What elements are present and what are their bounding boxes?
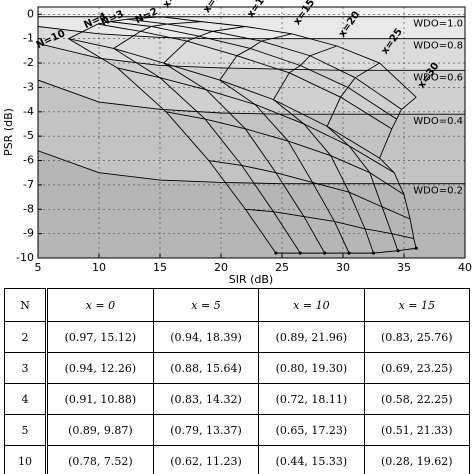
x-curve bbox=[272, 45, 374, 254]
wdo-curve bbox=[38, 150, 465, 185]
table-cell: 2 bbox=[4, 321, 48, 353]
plot-frame bbox=[37, 6, 466, 259]
table-cell: (0.69, 23.25) bbox=[363, 352, 471, 384]
wdo-label: WDO=1.0 bbox=[413, 19, 463, 30]
end-dot bbox=[274, 251, 278, 255]
y-tick-label: -6 bbox=[23, 154, 34, 167]
x-tick-label: 25 bbox=[275, 261, 289, 274]
wdo-curve bbox=[38, 79, 465, 115]
x-tick-label: 20 bbox=[214, 261, 228, 274]
y-tick-label: 0 bbox=[27, 7, 34, 20]
x-curve bbox=[219, 33, 350, 254]
table-cell: (0.79, 13.37) bbox=[152, 414, 260, 446]
wdo-label: WDO=0.6 bbox=[413, 72, 463, 83]
y-axis-title: PSR (dB) bbox=[2, 108, 15, 156]
table-row: 5 (0.89, 9.87) (0.79, 13.37) (0.65, 17.23)(… bbox=[4, 414, 471, 446]
table-cell: (0.83, 25.76) bbox=[363, 321, 471, 353]
table-cell: (0.89, 21.96) bbox=[258, 321, 365, 353]
table-cell: (0.44, 15.33) bbox=[258, 445, 365, 474]
y-tick-label: -3 bbox=[23, 80, 34, 93]
x-tick-label: 30 bbox=[336, 261, 350, 274]
table-row: 2 (0.97, 15.12) (0.94, 18.39) (0.89, 21.96)… bbox=[4, 321, 471, 353]
table-cell: (0.91, 10.88) bbox=[46, 383, 154, 415]
table-cell: (0.94, 18.39) bbox=[152, 321, 260, 353]
x-tick-label: 15 bbox=[153, 261, 167, 274]
wdo-curve bbox=[38, 43, 465, 71]
x-tick-label: 10 bbox=[92, 261, 106, 274]
table-cell: (0.58, 22.25) bbox=[363, 383, 471, 415]
x-curve bbox=[67, 16, 277, 254]
x-tick-label: 5 bbox=[35, 261, 42, 274]
table-row: 3 (0.94, 12.26) (0.88, 15.64) (0.80, 19.30)… bbox=[4, 352, 471, 384]
x-axis-title: SIR (dB) bbox=[229, 273, 273, 286]
table-cell: (0.65, 17.23) bbox=[258, 414, 365, 446]
x-tick-label: 35 bbox=[397, 261, 411, 274]
y-tick-label: -7 bbox=[23, 178, 34, 191]
end-dot bbox=[396, 249, 400, 253]
wdo-label: WDO=0.2 bbox=[413, 186, 463, 197]
header-cell: N bbox=[4, 288, 48, 322]
table-cell: 5 bbox=[4, 414, 48, 446]
wdo-label: WDO=0.8 bbox=[413, 41, 463, 52]
y-tick-label: -5 bbox=[23, 129, 34, 142]
header-cell: x = 5 bbox=[152, 288, 260, 322]
header-cell: x = 15 bbox=[363, 288, 471, 322]
end-dot bbox=[298, 251, 302, 255]
x-curve bbox=[326, 62, 399, 251]
header-cell: x = 10 bbox=[258, 288, 365, 322]
x-curve bbox=[379, 96, 417, 249]
table-cell: 4 bbox=[4, 383, 48, 415]
end-dot bbox=[371, 251, 376, 255]
x-curve bbox=[112, 21, 301, 254]
y-tick-label: -10 bbox=[16, 251, 34, 264]
x-curve bbox=[162, 26, 326, 254]
table-cell: (0.72, 18.11) bbox=[258, 383, 365, 415]
table-cell: (0.51, 21.33) bbox=[363, 414, 471, 446]
plot-area bbox=[38, 7, 465, 258]
table-cell: (0.89, 9.87) bbox=[46, 414, 154, 446]
y-tick-label: -4 bbox=[23, 105, 34, 118]
table-cell: (0.62, 11.23) bbox=[152, 445, 260, 474]
wdo-band bbox=[38, 150, 465, 258]
y-tick-label: -2 bbox=[23, 56, 34, 69]
wdo-curve bbox=[38, 26, 465, 40]
y-tick-label: -1 bbox=[23, 32, 34, 45]
chart: SIR (dB) PSR (dB) WDO=1.0 WDO=0.8 WDO=0.6 W… bbox=[2, 0, 472, 286]
table-cell: 3 bbox=[4, 352, 48, 384]
table-cell: (0.97, 15.12) bbox=[46, 321, 154, 353]
table-cell: (0.28, 19.62) bbox=[363, 445, 471, 474]
table-cell: (0.80, 19.30) bbox=[258, 352, 365, 384]
y-tick-label: -8 bbox=[23, 202, 34, 215]
table-cell: (0.94, 12.26) bbox=[46, 352, 154, 384]
x-label: x=0 bbox=[161, 0, 183, 10]
table-cell: (0.83, 14.32) bbox=[152, 383, 260, 415]
end-dot bbox=[347, 251, 351, 255]
wdo-label: WDO=0.4 bbox=[413, 116, 463, 127]
table-row: 4 (0.91, 10.88) (0.83, 14.32) (0.72, 18.11)… bbox=[4, 383, 471, 415]
end-dot bbox=[323, 251, 327, 255]
table-cell: (0.88, 15.64) bbox=[152, 352, 260, 384]
header-cell: x = 0 bbox=[46, 288, 154, 322]
table-row: 10 (0.78, 7.52) (0.62, 11.23) (0.44, 15.33)… bbox=[4, 445, 471, 474]
x-tick-label: 40 bbox=[458, 261, 472, 274]
table-cell: (0.78, 7.52) bbox=[46, 445, 154, 474]
y-tick-label: -9 bbox=[23, 227, 34, 240]
end-dot bbox=[414, 246, 418, 250]
table-cell: 10 bbox=[4, 445, 48, 474]
